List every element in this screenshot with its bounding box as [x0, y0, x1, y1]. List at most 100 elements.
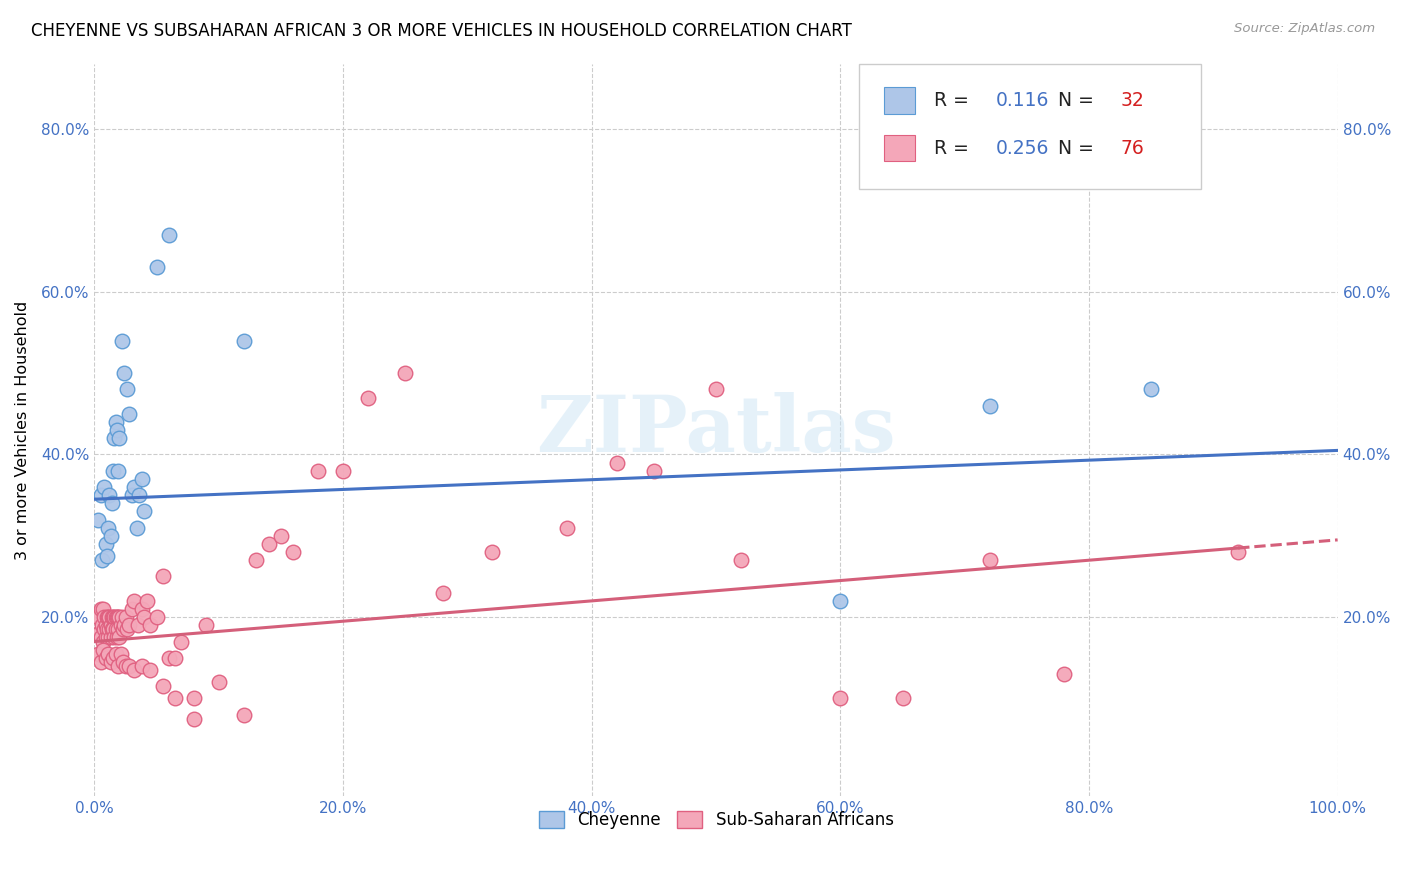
- Point: [100, 655, 122, 669]
- Text: Source: ZipAtlas.com: Source: ZipAtlas.com: [1234, 22, 1375, 36]
- Point: [135, 594, 157, 608]
- Point: [90, 631, 112, 645]
- Point: [94, 618, 117, 632]
- Point: [979, 399, 1001, 413]
- Point: [104, 623, 127, 637]
- Point: [232, 707, 254, 722]
- Point: [257, 537, 280, 551]
- Text: ZIPatlas: ZIPatlas: [536, 392, 896, 468]
- Point: [114, 610, 136, 624]
- Point: [110, 647, 132, 661]
- Point: [93, 623, 115, 637]
- Text: 32: 32: [1121, 91, 1144, 110]
- Point: [91, 602, 114, 616]
- Point: [195, 618, 218, 632]
- Point: [830, 691, 852, 706]
- Point: [245, 553, 267, 567]
- Point: [87, 647, 110, 661]
- Point: [357, 391, 380, 405]
- Point: [145, 260, 167, 275]
- Point: [105, 610, 128, 624]
- Point: [139, 663, 162, 677]
- Point: [170, 634, 193, 648]
- Text: CHEYENNE VS SUBSAHARAN AFRICAN 3 OR MORE VEHICLES IN HOUSEHOLD CORRELATION CHART: CHEYENNE VS SUBSAHARAN AFRICAN 3 OR MORE…: [31, 22, 852, 40]
- Point: [432, 586, 454, 600]
- Point: [115, 383, 138, 397]
- Text: N =: N =: [1057, 139, 1099, 158]
- Point: [704, 383, 727, 397]
- Point: [107, 464, 129, 478]
- FancyBboxPatch shape: [884, 135, 915, 161]
- Text: 0.256: 0.256: [995, 139, 1049, 158]
- Point: [107, 659, 129, 673]
- Point: [103, 610, 125, 624]
- Point: [555, 521, 578, 535]
- Point: [100, 529, 122, 543]
- Text: R =: R =: [934, 91, 974, 110]
- Point: [134, 610, 156, 624]
- Point: [643, 464, 665, 478]
- Point: [90, 655, 112, 669]
- Point: [127, 618, 149, 632]
- Point: [98, 623, 121, 637]
- Point: [122, 594, 145, 608]
- Point: [101, 623, 124, 637]
- Point: [90, 488, 112, 502]
- Point: [118, 618, 141, 632]
- Point: [112, 366, 135, 380]
- Point: [830, 594, 852, 608]
- Point: [87, 610, 110, 624]
- Point: [93, 610, 115, 624]
- Point: [232, 334, 254, 348]
- Point: [131, 659, 153, 673]
- Point: [108, 631, 131, 645]
- Point: [125, 521, 148, 535]
- Point: [606, 456, 628, 470]
- Point: [104, 415, 127, 429]
- Point: [114, 659, 136, 673]
- Point: [332, 464, 354, 478]
- Point: [90, 602, 112, 616]
- Point: [93, 480, 115, 494]
- Y-axis label: 3 or more Vehicles in Household: 3 or more Vehicles in Household: [15, 301, 30, 559]
- Point: [110, 618, 132, 632]
- Point: [121, 488, 143, 502]
- Point: [101, 623, 124, 637]
- Point: [208, 675, 231, 690]
- Point: [394, 366, 416, 380]
- Point: [121, 602, 143, 616]
- Point: [730, 553, 752, 567]
- Point: [157, 650, 180, 665]
- Point: [104, 610, 127, 624]
- Point: [105, 631, 128, 645]
- Point: [152, 679, 174, 693]
- Point: [101, 610, 124, 624]
- Point: [131, 602, 153, 616]
- Point: [183, 712, 205, 726]
- Point: [891, 691, 914, 706]
- Point: [112, 655, 135, 669]
- Point: [100, 631, 122, 645]
- FancyBboxPatch shape: [859, 64, 1201, 188]
- Point: [152, 569, 174, 583]
- Point: [1140, 383, 1163, 397]
- Point: [101, 650, 124, 665]
- Point: [104, 647, 127, 661]
- Point: [145, 610, 167, 624]
- Point: [1053, 667, 1076, 681]
- Point: [1227, 545, 1250, 559]
- Point: [270, 529, 292, 543]
- Point: [131, 472, 153, 486]
- Point: [98, 610, 121, 624]
- Point: [108, 431, 131, 445]
- Text: 76: 76: [1121, 139, 1144, 158]
- Point: [165, 691, 187, 706]
- Point: [103, 431, 125, 445]
- Point: [97, 521, 120, 535]
- Point: [96, 549, 118, 563]
- Point: [94, 631, 117, 645]
- Point: [283, 545, 305, 559]
- Point: [115, 623, 138, 637]
- Point: [128, 488, 150, 502]
- Point: [97, 631, 120, 645]
